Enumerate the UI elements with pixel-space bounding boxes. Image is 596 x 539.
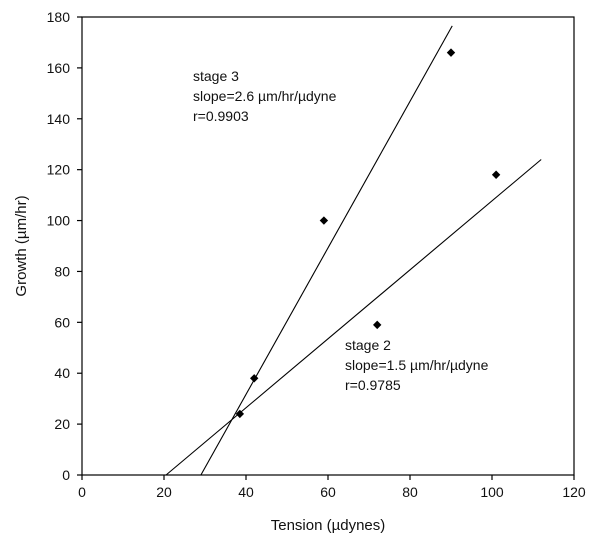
- data-point: [492, 171, 500, 179]
- data-point: [320, 216, 328, 224]
- x-axis-ticks: 0 20 40 60 80 100 120: [78, 475, 586, 500]
- x-tick-label: 60: [320, 484, 336, 500]
- y-tick-label: 100: [47, 213, 71, 229]
- y-tick-label: 40: [54, 365, 70, 381]
- y-tick-label: 120: [47, 162, 71, 178]
- stage2-slope: slope=1.5 µm/hr/µdyne: [345, 357, 489, 373]
- data-point: [373, 321, 381, 329]
- y-tick-label: 0: [62, 467, 70, 483]
- x-axis-title: Tension (µdynes): [271, 517, 386, 534]
- x-tick-label: 20: [156, 484, 172, 500]
- y-tick-label: 180: [47, 9, 71, 25]
- stage3-r: r=0.9903: [193, 108, 249, 124]
- plot-frame: [82, 17, 574, 475]
- x-tick-label: 120: [562, 484, 586, 500]
- x-tick-label: 0: [78, 484, 86, 500]
- stage2-label: stage 2: [345, 337, 391, 353]
- y-axis-ticks: 0 20 40 60 80 100 120 140 160 180: [47, 9, 82, 483]
- y-axis-title: Growth (µm/hr): [13, 195, 30, 296]
- data-point: [447, 48, 455, 56]
- stage2-fit-line: [166, 159, 541, 475]
- x-tick-label: 40: [238, 484, 254, 500]
- stage2-r: r=0.9785: [345, 377, 401, 393]
- x-tick-label: 100: [480, 484, 504, 500]
- y-tick-label: 60: [54, 314, 70, 330]
- y-tick-label: 80: [54, 263, 70, 279]
- y-tick-label: 20: [54, 416, 70, 432]
- x-tick-label: 80: [402, 484, 418, 500]
- stage3-label: stage 3: [193, 68, 239, 84]
- y-tick-label: 160: [47, 60, 71, 76]
- y-tick-label: 140: [47, 111, 71, 127]
- stage3-slope: slope=2.6 µm/hr/µdyne: [193, 88, 337, 104]
